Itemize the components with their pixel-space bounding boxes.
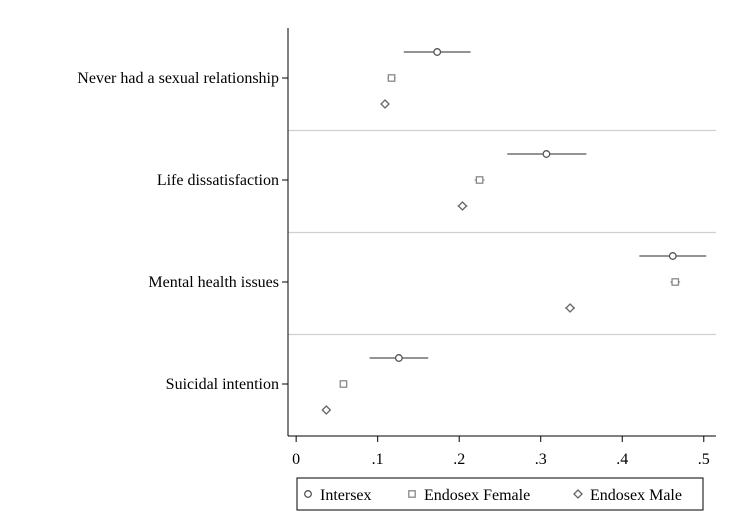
point-intersex bbox=[433, 48, 442, 56]
point-endosex-female bbox=[475, 176, 484, 184]
y-tick-label: Suicidal intention bbox=[166, 376, 279, 393]
legend-label-endosex-male: Endosex Male bbox=[590, 487, 682, 504]
legend-symbol-endosex-male bbox=[573, 489, 583, 499]
data-marks bbox=[321, 48, 707, 415]
point-endosex-male bbox=[380, 99, 390, 109]
y-axis-labels: Never had a sexual relationship Life diss… bbox=[77, 70, 279, 393]
x-tick-label: .1 bbox=[372, 451, 384, 468]
point-endosex-female bbox=[671, 278, 680, 286]
legend-label-endosex-female: Endosex Female bbox=[424, 487, 530, 504]
legend-symbol-intersex bbox=[304, 490, 312, 498]
legend-symbol-endosex-female bbox=[408, 490, 416, 498]
legend: Intersex Endosex Female Endosex Male bbox=[296, 477, 704, 511]
point-endosex-male bbox=[565, 303, 575, 313]
x-axis: 0 .1 .2 .3 .4 .5 bbox=[288, 435, 716, 468]
point-endosex-male bbox=[321, 405, 332, 415]
point-intersex bbox=[542, 150, 551, 158]
point-intersex bbox=[668, 252, 677, 260]
point-endosex-female bbox=[339, 380, 348, 388]
y-tick-label: Never had a sexual relationship bbox=[77, 70, 279, 87]
y-tick-label: Mental health issues bbox=[148, 274, 279, 291]
x-tick-label: 0 bbox=[292, 451, 300, 468]
point-intersex bbox=[394, 354, 403, 362]
group-separators bbox=[288, 129, 716, 336]
x-tick-label: .5 bbox=[698, 451, 710, 468]
x-tick-label: .2 bbox=[453, 451, 465, 468]
y-tick-label: Life dissatisfaction bbox=[157, 172, 279, 189]
x-tick-label: .3 bbox=[535, 451, 547, 468]
point-endosex-male bbox=[457, 201, 468, 211]
point-endosex-female bbox=[387, 74, 396, 82]
legend-box bbox=[296, 477, 704, 511]
y-axis bbox=[282, 28, 289, 436]
x-tick-label: .4 bbox=[616, 451, 628, 468]
legend-label-intersex: Intersex bbox=[320, 487, 372, 504]
